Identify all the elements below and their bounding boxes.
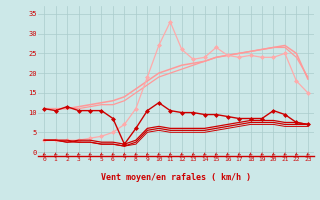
X-axis label: Vent moyen/en rafales ( km/h ): Vent moyen/en rafales ( km/h ) [101, 174, 251, 182]
